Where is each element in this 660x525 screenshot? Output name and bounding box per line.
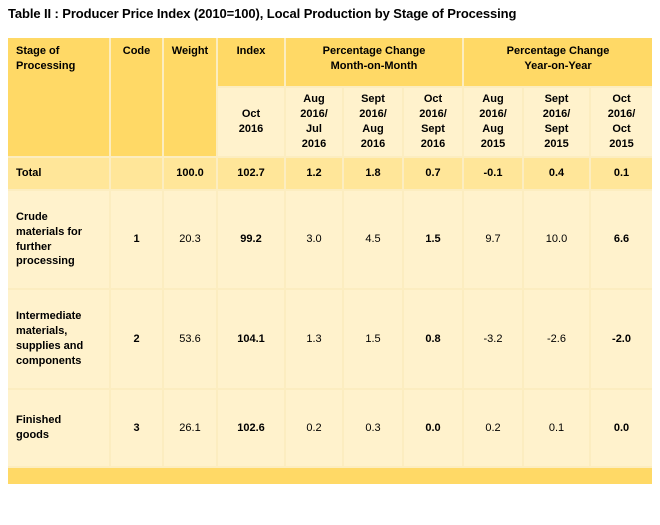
total-weight-cell: 100.0 [162,156,218,191]
finished-mom-1: 0.2 [284,388,344,468]
row-total: Total 100.0 102.7 1.2 1.8 0.7 -0.1 0.4 0… [7,156,654,191]
header-row-groups: Stage of Processing Code Weight Index Pe… [7,37,654,158]
finished-yoy-1: 0.2 [462,388,524,468]
header-row-periods: Oct 2016 Aug 2016/ Jul 2016 Sept 2016/ A… [8,86,654,158]
subheader-yoy-oct16-oct15: Oct 2016/ Oct 2015 [588,86,654,158]
crude-mom-1: 3.0 [284,189,344,290]
col-header-mom-group: Percentage Change Month-on-Month [284,37,464,88]
total-code-cell [109,156,164,191]
finished-mom-3: 0.0 [402,388,464,468]
finished-code-cell: 3 [109,388,164,468]
row-label-intermediate: Intermediate materials, supplies and com… [7,288,111,390]
crude-yoy-2: 10.0 [522,189,591,290]
intermediate-mom-1: 1.3 [284,288,344,390]
intermediate-mom-3: 0.8 [402,288,464,390]
row-label-crude: Crude materials for further processing [7,189,111,290]
intermediate-weight-cell: 53.6 [162,288,218,390]
col-header-index: Index [216,37,286,88]
col-header-code: Code [109,37,164,158]
finished-index-cell: 102.6 [216,388,286,468]
table-title: Table II : Producer Price Index (2010=10… [8,6,517,21]
row-intermediate-materials: Intermediate materials, supplies and com… [7,288,654,390]
crude-weight-cell: 20.3 [162,189,218,290]
subheader-mom-sept16-aug16: Sept 2016/ Aug 2016 [342,86,404,158]
col-header-stage: Stage of Processing [7,37,111,158]
intermediate-mom-2: 1.5 [342,288,404,390]
subheader-mom-aug16-jul16: Aug 2016/ Jul 2016 [284,86,344,158]
finished-yoy-3: 0.0 [588,388,654,468]
finished-mom-2: 0.3 [342,388,404,468]
col-header-yoy-group: Percentage Change Year-on-Year [461,37,654,88]
producer-price-index-table: Stage of Processing Code Weight Index Pe… [6,37,654,485]
crude-yoy-3: 6.6 [588,189,654,290]
intermediate-code-cell: 2 [109,288,164,390]
row-finished-goods: Finished goods 3 26.1 102.6 0.2 0.3 0.0 … [7,388,654,468]
row-label-total: Total [7,156,111,191]
intermediate-yoy-1: -3.2 [462,288,524,390]
crude-mom-2: 4.5 [342,189,404,290]
row-crude-materials: Crude materials for further processing 1… [7,189,654,290]
col-header-weight: Weight [162,37,218,158]
crude-index-cell: 99.2 [216,189,286,290]
crude-code-cell: 1 [109,189,164,290]
total-yoy-2: 0.4 [522,156,591,191]
intermediate-yoy-3: -2.0 [588,288,654,390]
subheader-index-oct-2016: Oct 2016 [216,86,286,158]
footer-bar [6,466,654,485]
total-index-cell: 102.7 [216,156,286,191]
finished-yoy-2: 0.1 [522,388,591,468]
finished-weight-cell: 26.1 [162,388,218,468]
intermediate-index-cell: 104.1 [216,288,286,390]
footer-bar-row [6,466,654,485]
crude-yoy-1: 9.7 [462,189,524,290]
subheader-yoy-sept16-sept15: Sept 2016/ Sept 2015 [522,86,591,158]
total-yoy-3: 0.1 [588,156,654,191]
subheader-mom-oct16-sept16: Oct 2016/ Sept 2016 [402,86,464,158]
intermediate-yoy-2: -2.6 [522,288,591,390]
total-yoy-1: -0.1 [462,156,524,191]
subheader-yoy-aug16-aug15: Aug 2016/ Aug 2015 [462,86,524,158]
total-mom-2: 1.8 [342,156,404,191]
total-mom-1: 1.2 [284,156,344,191]
total-mom-3: 0.7 [402,156,464,191]
row-label-finished: Finished goods [7,388,111,468]
crude-mom-3: 1.5 [402,189,464,290]
